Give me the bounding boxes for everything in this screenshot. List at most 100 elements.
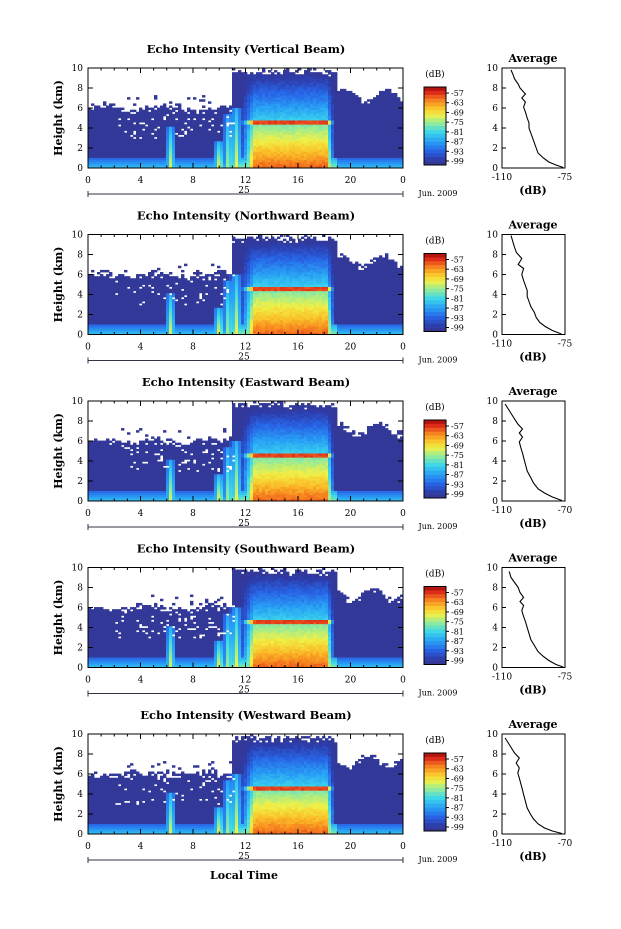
echo-cell <box>169 118 173 121</box>
echo-cell <box>247 136 251 140</box>
x-tick-label: 0 <box>85 176 91 186</box>
profile-x-tick-label: -110 <box>492 173 512 183</box>
echo-cell <box>238 145 242 148</box>
echo-cell <box>166 161 170 165</box>
y-tick-label: 8 <box>77 84 83 94</box>
echo-cell <box>181 163 185 167</box>
echo-cell <box>196 132 200 136</box>
echo-cell <box>187 165 191 169</box>
echo-cell <box>304 78 308 81</box>
echo-cell <box>253 90 257 94</box>
echo-cell <box>157 267 161 271</box>
echo-cell <box>109 111 113 115</box>
echo-cell <box>142 303 146 306</box>
echo-cell <box>172 165 176 169</box>
echo-cell <box>247 140 251 144</box>
echo-cell <box>220 113 224 117</box>
echo-cell <box>193 115 197 119</box>
echo-cell <box>214 122 218 125</box>
echo-cell <box>163 153 167 156</box>
echo-cell <box>199 165 203 169</box>
echo-cell <box>214 140 218 144</box>
echo-cell <box>124 157 128 161</box>
echo-cell <box>220 128 224 131</box>
echo-cell <box>97 272 101 275</box>
echo-cell <box>175 153 179 156</box>
echo-cell <box>157 149 161 152</box>
echo-cell <box>91 132 95 136</box>
echo-cell <box>241 88 245 92</box>
echo-cell <box>145 276 149 279</box>
echo-cell <box>235 126 239 129</box>
echo-cell <box>166 286 170 290</box>
echo-cell <box>142 286 146 290</box>
echo-cell <box>145 163 149 167</box>
echo-cell <box>289 76 293 79</box>
echo-cell <box>100 153 104 156</box>
echo-cell <box>376 95 380 98</box>
echo-cell <box>217 153 221 156</box>
echo-cell <box>250 86 254 90</box>
echo-cell <box>304 107 308 111</box>
echo-cell <box>220 107 224 111</box>
echo-cell <box>304 118 308 121</box>
echo-cell <box>163 113 167 117</box>
echo-cell <box>94 143 98 146</box>
echo-cell <box>187 147 191 150</box>
echo-cell <box>262 143 266 146</box>
echo-cell <box>256 97 260 100</box>
echo-cell <box>265 109 269 113</box>
echo-cell <box>187 280 191 283</box>
echo-cell <box>301 120 305 123</box>
echo-cell <box>136 130 140 133</box>
echo-cell <box>154 155 158 158</box>
echo-cell <box>253 82 257 86</box>
echo-cell <box>139 130 143 133</box>
echo-cell <box>94 136 98 140</box>
echo-cell <box>103 151 107 154</box>
echo-cell <box>88 151 92 154</box>
echo-cell <box>292 151 296 154</box>
echo-cell <box>301 107 305 111</box>
echo-cell <box>313 149 317 152</box>
echo-cell <box>211 134 215 138</box>
echo-cell <box>130 138 134 142</box>
echo-cell <box>256 159 260 163</box>
echo-cell <box>256 126 260 129</box>
echo-cell <box>280 161 284 165</box>
echo-cell <box>154 143 158 146</box>
echo-cell <box>214 149 218 152</box>
echo-cell <box>235 138 239 142</box>
echo-cell <box>220 105 224 108</box>
echo-cell <box>274 159 278 163</box>
echo-cell <box>301 84 305 88</box>
echo-cell <box>118 151 122 154</box>
echo-cell <box>295 124 299 127</box>
echo-cell <box>253 103 257 106</box>
echo-cell <box>196 157 200 161</box>
echo-cell <box>214 161 218 165</box>
echo-cell <box>298 105 302 108</box>
echo-cell <box>208 143 212 146</box>
echo-cell <box>154 97 158 100</box>
echo-cell <box>103 132 107 136</box>
echo-cell <box>163 149 167 152</box>
echo-cell <box>220 155 224 158</box>
echo-cell <box>283 113 287 117</box>
echo-cell <box>115 128 119 131</box>
echo-cell <box>121 115 125 119</box>
echo-cell <box>307 80 311 83</box>
echo-cell <box>283 130 287 133</box>
echo-cell <box>280 113 284 117</box>
echo-cell <box>142 126 146 129</box>
echo-cell <box>109 118 113 121</box>
echo-cell <box>154 95 158 98</box>
echo-cell <box>235 120 239 123</box>
echo-cell <box>259 84 263 88</box>
echo-cell <box>259 105 263 108</box>
echo-cell <box>271 95 275 98</box>
echo-cell <box>277 120 281 123</box>
echo-cell <box>91 163 95 167</box>
echo-cell <box>172 107 176 111</box>
echo-cell <box>121 145 125 148</box>
